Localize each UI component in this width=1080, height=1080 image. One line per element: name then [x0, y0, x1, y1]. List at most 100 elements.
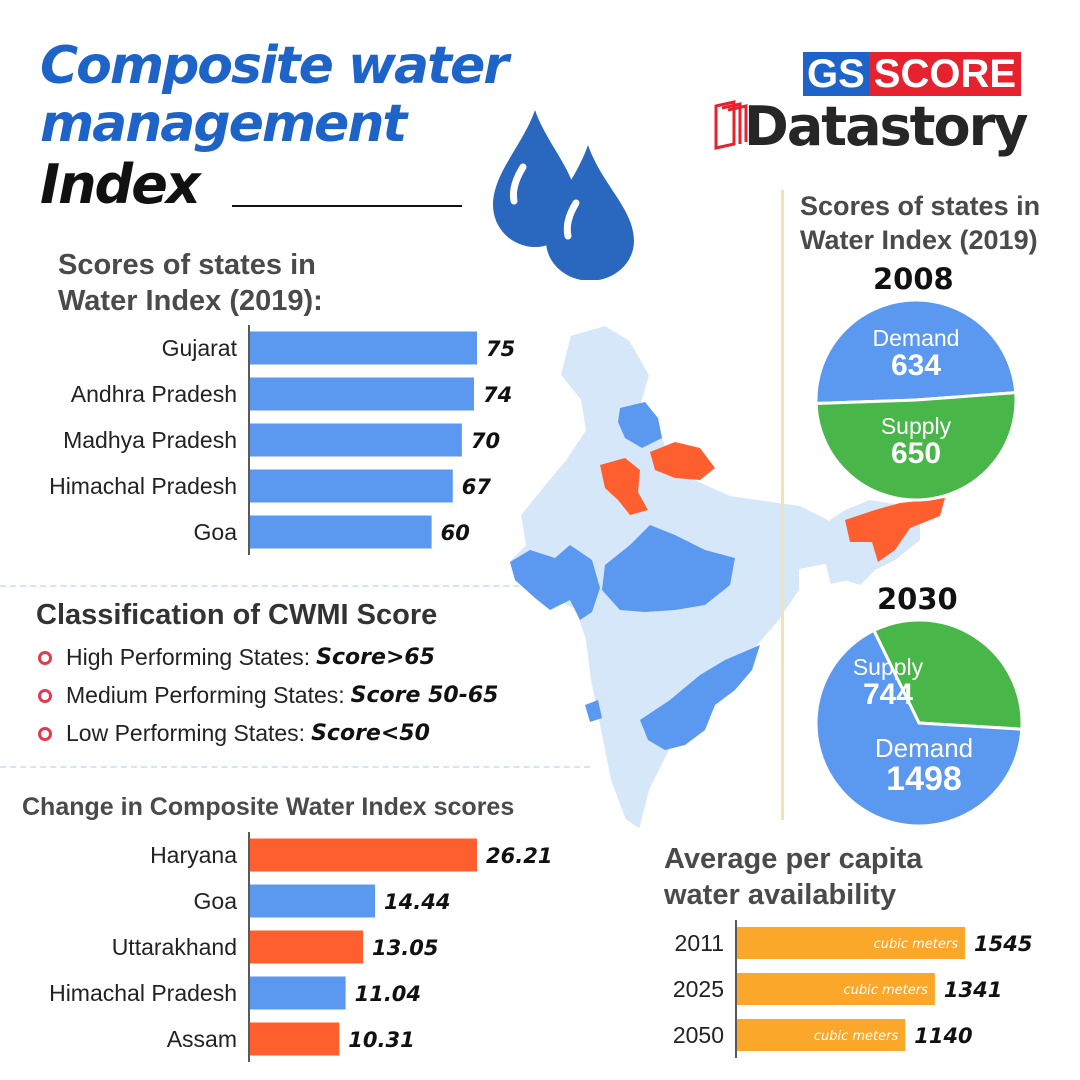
- bar: [250, 331, 477, 365]
- data-label: 14.44: [384, 890, 450, 914]
- pie-2008-supply-label: Supply 650: [866, 414, 966, 470]
- classification-item-high: High Performing States: Score>65: [38, 644, 435, 671]
- classification-heading: Classification of CWMI Score: [36, 599, 438, 631]
- title-underline: [232, 205, 462, 207]
- pie-2030-year: 2030: [877, 582, 958, 616]
- bar: [250, 884, 376, 918]
- classification-value: Score>65: [316, 645, 435, 670]
- bar: [250, 423, 462, 457]
- classification-value: Score 50-65: [350, 683, 499, 708]
- category-label: 2050: [673, 1022, 724, 1048]
- title-line-3: Index: [40, 153, 201, 216]
- percapita-heading-line-1: Average per capita: [664, 843, 923, 875]
- data-label: 10.31: [348, 1028, 414, 1052]
- pie-chart-2030: [814, 618, 1024, 828]
- category-label: Goa: [194, 519, 238, 545]
- map-goa: [585, 700, 602, 722]
- data-label: 75: [486, 337, 515, 361]
- data-label: 67: [462, 475, 492, 499]
- pie-2008-demand-label: Demand 634: [866, 326, 966, 382]
- logo-gs: GS: [803, 52, 869, 96]
- bar: [250, 930, 364, 964]
- scores-heading-line-1: Scores of states in: [58, 249, 316, 281]
- bar: [250, 377, 474, 411]
- data-label: 74: [483, 383, 512, 407]
- pie-2030-demand-label: Demand 1498: [862, 733, 986, 799]
- vertical-divider: [781, 190, 784, 820]
- title-line-2: management: [40, 94, 407, 154]
- slice-value: 650: [890, 437, 942, 471]
- slice-label: Demand: [874, 733, 974, 763]
- logo-datastory: Datastory: [744, 95, 1028, 158]
- water-drop-icon: [493, 110, 634, 280]
- slice-value: 1498: [886, 760, 962, 799]
- data-label: 11.04: [355, 982, 421, 1006]
- change-heading: Change in Composite Water Index scores: [22, 793, 515, 821]
- logo-gsscore: GS SCORE: [803, 52, 1022, 96]
- category-label: Goa: [194, 888, 238, 914]
- data-label: 1341: [944, 978, 1002, 1002]
- category-label: Haryana: [150, 842, 237, 868]
- category-label: Assam: [167, 1026, 237, 1052]
- map-madhya-pradesh: [602, 525, 735, 612]
- pie-chart-2008: [814, 298, 1018, 502]
- category-label: 2025: [673, 976, 724, 1002]
- map-haryana: [600, 458, 648, 515]
- bar: [250, 469, 453, 503]
- change-bar-chart: Haryana 26.21 Goa 14.44 Uttarakhand 13.05 Hima…: [49, 832, 552, 1062]
- data-label: 26.21: [486, 844, 552, 868]
- india-map: [508, 323, 945, 832]
- bar: [250, 515, 432, 549]
- bar: [737, 973, 935, 1005]
- category-label: Uttarakhand: [112, 934, 237, 960]
- classification-label: Low Performing States:: [66, 720, 306, 746]
- classification-item-medium: Medium Performing States: Score 50-65: [38, 682, 498, 709]
- ring-bullet-icon: [38, 650, 52, 665]
- bar: [250, 976, 346, 1010]
- classification-label: Medium Performing States:: [66, 682, 345, 708]
- data-label: 13.05: [372, 936, 438, 960]
- title-line-1: Composite water: [40, 36, 509, 96]
- data-label: 60: [441, 521, 470, 545]
- data-label: 1140: [914, 1024, 972, 1048]
- divider-bottom: [0, 766, 590, 768]
- map-uttarakhand: [650, 442, 715, 480]
- slice-label: Supply: [852, 654, 924, 680]
- category-label: Himachal Pradesh: [49, 473, 237, 499]
- right-heading-line-1: Scores of states in: [800, 191, 1041, 221]
- category-label: 2011: [675, 930, 724, 956]
- bar: [737, 1019, 906, 1051]
- slice-label: Supply: [880, 413, 952, 439]
- scores-bar-chart: Gujarat 75 Andhra Pradesh 74 Madhya Pradesh 7…: [49, 325, 515, 555]
- bar: [250, 1022, 340, 1056]
- percapita-heading-line-2: water availability: [664, 879, 897, 911]
- pie-slice: [814, 298, 1018, 406]
- map-himachal: [618, 402, 662, 448]
- slice-label: Demand: [872, 325, 960, 351]
- slice-value: 744: [862, 678, 914, 712]
- slice-value: 634: [890, 349, 942, 383]
- unit-label: cubic meters: [843, 983, 928, 998]
- bar: [737, 927, 965, 959]
- classification-item-low: Low Performing States: Score<50: [38, 720, 430, 747]
- category-label: Himachal Pradesh: [49, 980, 237, 1006]
- pie-slice: [814, 628, 1024, 828]
- map-gujarat: [510, 545, 600, 620]
- book-icon: [714, 100, 748, 150]
- pie-2008-year: 2008: [873, 262, 954, 296]
- classification-label: High Performing States:: [66, 644, 311, 670]
- category-label: Andhra Pradesh: [71, 381, 237, 407]
- unit-label: cubic meters: [874, 937, 959, 952]
- logo-score: SCORE: [868, 52, 1022, 96]
- pie-slice: [871, 618, 1024, 731]
- divider-top: [0, 585, 600, 587]
- map-andhra-pradesh: [640, 645, 760, 750]
- percapita-bar-chart: 2011 cubic meters 1545 2025 cubic meters 1341…: [673, 920, 1032, 1058]
- right-heading-line-2: Water Index (2019): [800, 225, 1038, 255]
- ring-bullet-icon: [38, 726, 52, 741]
- data-label: 1545: [974, 932, 1032, 956]
- map-assam: [845, 498, 945, 562]
- unit-label: cubic meters: [814, 1029, 899, 1044]
- category-label: Madhya Pradesh: [63, 427, 237, 453]
- pie-slice: [814, 390, 1018, 502]
